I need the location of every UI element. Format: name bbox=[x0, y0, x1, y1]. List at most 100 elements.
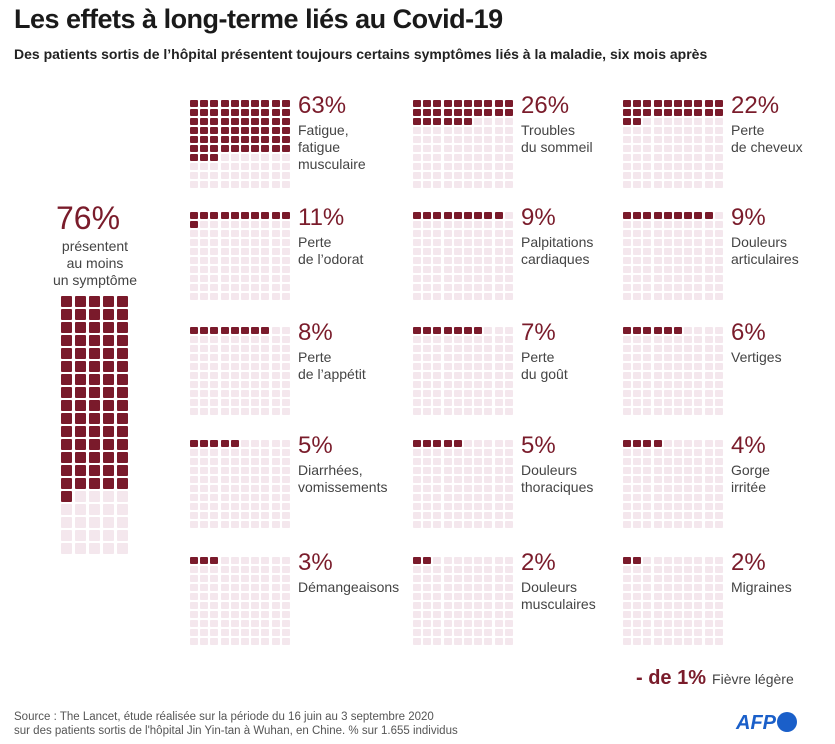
waffle-cell-filled bbox=[89, 452, 100, 463]
waffle-cell-empty bbox=[281, 327, 290, 334]
waffle-cell-empty bbox=[474, 494, 483, 501]
waffle-cell-filled bbox=[271, 118, 280, 125]
waffle-cell-empty bbox=[643, 266, 652, 273]
waffle-cell-empty bbox=[103, 491, 114, 502]
waffle-cell-empty bbox=[230, 467, 239, 474]
waffle-cell-empty bbox=[230, 163, 239, 170]
waffle-cell-empty bbox=[474, 221, 483, 228]
waffle-cell-empty bbox=[433, 145, 442, 152]
waffle-cell-empty bbox=[220, 593, 229, 600]
waffle-cell-empty bbox=[653, 293, 662, 300]
waffle-cell-empty bbox=[474, 440, 483, 447]
waffle-cell-empty bbox=[494, 354, 503, 361]
waffle-cell-empty bbox=[714, 154, 723, 161]
waffle-cell-empty bbox=[230, 512, 239, 519]
waffle-cell-empty bbox=[190, 584, 198, 591]
waffle-cell-empty bbox=[674, 145, 682, 152]
waffle-cell-empty bbox=[413, 284, 421, 291]
waffle-cell-empty bbox=[674, 485, 682, 492]
waffle-cell-filled bbox=[210, 212, 219, 219]
waffle-cell-empty bbox=[484, 345, 493, 352]
waffle-cell-filled bbox=[281, 212, 290, 219]
waffle-cell-empty bbox=[663, 629, 672, 636]
waffle-cell-empty bbox=[443, 458, 452, 465]
waffle-cell-empty bbox=[464, 239, 472, 246]
waffle-cell-filled bbox=[633, 118, 642, 125]
waffle-cell-empty bbox=[494, 593, 503, 600]
waffle-cell-empty bbox=[623, 503, 631, 510]
waffle-cell-empty bbox=[443, 485, 452, 492]
waffle-cell-filled bbox=[643, 440, 652, 447]
waffle-cell-empty bbox=[623, 408, 631, 415]
waffle-cell-filled bbox=[61, 400, 72, 411]
waffle-cell-empty bbox=[504, 584, 513, 591]
waffle-cell-empty bbox=[643, 638, 652, 645]
waffle-cell-empty bbox=[433, 381, 442, 388]
waffle-cell-empty bbox=[494, 336, 503, 343]
waffle-cell-empty bbox=[633, 638, 642, 645]
waffle-cell-empty bbox=[494, 163, 503, 170]
waffle-cell-empty bbox=[271, 372, 280, 379]
waffle-cell-empty bbox=[623, 449, 631, 456]
waffle-cell-filled bbox=[261, 109, 270, 116]
waffle-cell-empty bbox=[714, 485, 723, 492]
waffle-cell-empty bbox=[61, 517, 72, 528]
waffle-cell-empty bbox=[433, 449, 442, 456]
waffle-cell-empty bbox=[663, 381, 672, 388]
waffle-cell-empty bbox=[494, 458, 503, 465]
waffle-cell-empty bbox=[714, 575, 723, 582]
item-label: Troubles du sommeil bbox=[521, 122, 593, 155]
waffle-cell-empty bbox=[443, 266, 452, 273]
waffle-cell-empty bbox=[633, 284, 642, 291]
waffle-cell-empty bbox=[464, 476, 472, 483]
waffle-cell-empty bbox=[433, 266, 442, 273]
waffle-cell-empty bbox=[684, 172, 693, 179]
waffle-cell-empty bbox=[281, 503, 290, 510]
waffle-cell-empty bbox=[504, 381, 513, 388]
waffle-cell-empty bbox=[474, 629, 483, 636]
waffle-cell-empty bbox=[464, 408, 472, 415]
waffle-cell-filled bbox=[89, 478, 100, 489]
waffle-cell-empty bbox=[261, 372, 270, 379]
waffle-cell-empty bbox=[423, 390, 432, 397]
waffle-cell-empty bbox=[241, 372, 249, 379]
waffle-cell-empty bbox=[413, 181, 421, 188]
waffle-cell-empty bbox=[220, 629, 229, 636]
waffle-cell-empty bbox=[633, 145, 642, 152]
waffle-cell-empty bbox=[704, 494, 713, 501]
waffle-cell-empty bbox=[714, 521, 723, 528]
waffle-cell-empty bbox=[714, 503, 723, 510]
waffle-cell-empty bbox=[251, 284, 260, 291]
waffle-cell-empty bbox=[261, 275, 270, 282]
waffle-cell-empty bbox=[220, 336, 229, 343]
waffle-cell-empty bbox=[413, 521, 421, 528]
waffle-cell-empty bbox=[474, 408, 483, 415]
waffle-cell-filled bbox=[433, 100, 442, 107]
waffle-cell-empty bbox=[714, 257, 723, 264]
waffle-cell-empty bbox=[653, 145, 662, 152]
waffle-cell-empty bbox=[684, 458, 693, 465]
waffle-cell-empty bbox=[623, 239, 631, 246]
waffle-cell-empty bbox=[241, 494, 249, 501]
waffle-cell-empty bbox=[423, 620, 432, 627]
waffle-cell-empty bbox=[220, 458, 229, 465]
waffle-cell-empty bbox=[653, 154, 662, 161]
waffle-cell-empty bbox=[643, 257, 652, 264]
waffle-cell-empty bbox=[89, 491, 100, 502]
waffle-cell-empty bbox=[423, 408, 432, 415]
waffle-cell-filled bbox=[443, 109, 452, 116]
waffle-cell-empty bbox=[714, 611, 723, 618]
waffle-cell-filled bbox=[281, 100, 290, 107]
waffle-cell-filled bbox=[190, 109, 198, 116]
waffle-cell-empty bbox=[261, 399, 270, 406]
waffle-cell-empty bbox=[271, 512, 280, 519]
waffle-cell-empty bbox=[494, 266, 503, 273]
waffle-cell-empty bbox=[453, 136, 462, 143]
waffle-cell-empty bbox=[230, 172, 239, 179]
waffle-cell-empty bbox=[464, 257, 472, 264]
waffle-cell-empty bbox=[494, 239, 503, 246]
waffle-cell-empty bbox=[261, 408, 270, 415]
waffle-cell-empty bbox=[474, 476, 483, 483]
waffle-cell-empty bbox=[271, 327, 280, 334]
waffle-cell-empty bbox=[623, 512, 631, 519]
